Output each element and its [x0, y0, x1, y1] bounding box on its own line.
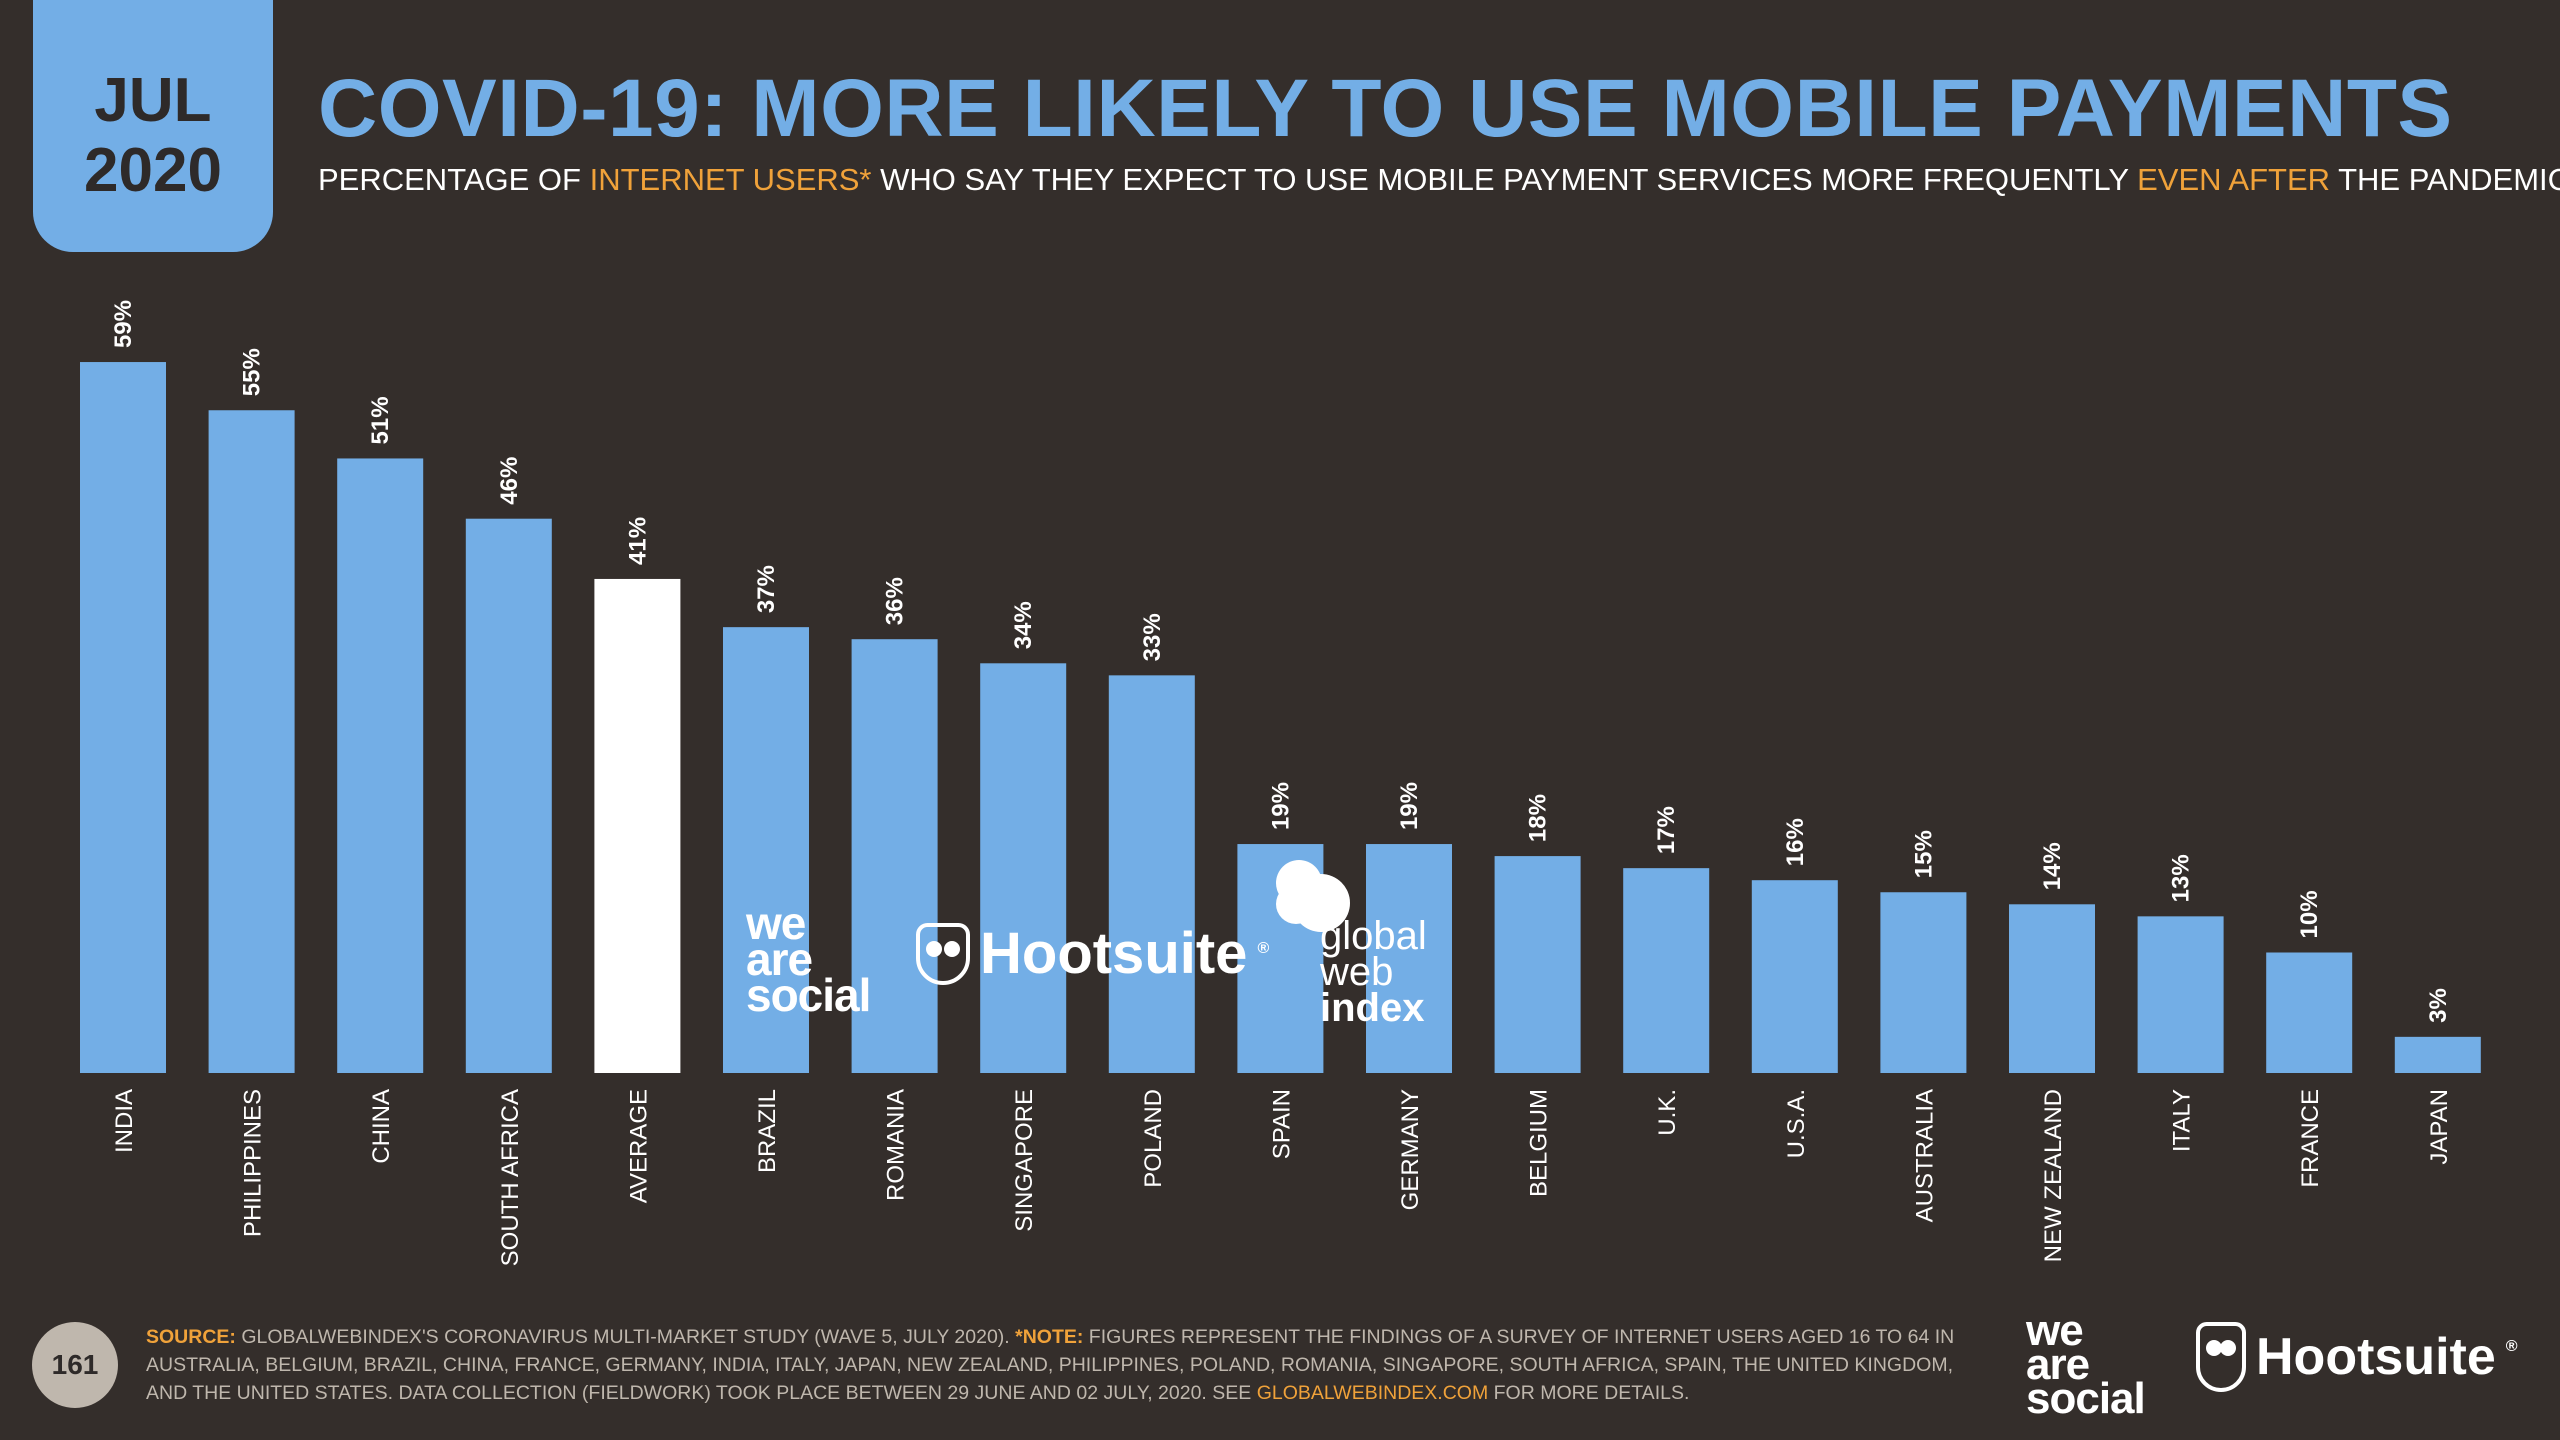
gwi-global: global — [1320, 914, 1427, 958]
registered-mark: ® — [1257, 940, 1270, 957]
value-label: 46% — [496, 457, 523, 505]
value-label: 16% — [1782, 818, 1809, 866]
logo-we: we — [2026, 1306, 2084, 1355]
page-title: COVID-19: MORE LIKELY TO USE MOBILE PAYM… — [318, 63, 2453, 154]
value-label: 37% — [753, 565, 780, 613]
category-label: ITALY — [2169, 1089, 2196, 1152]
value-label: 10% — [2296, 890, 2323, 938]
value-label: 41% — [624, 517, 651, 565]
hootsuite-logo: Hootsuite ® — [2196, 1322, 2518, 1392]
bar-u-k — [1623, 868, 1710, 1073]
gwi-web: web — [1320, 950, 1394, 994]
value-label: 59% — [110, 300, 137, 348]
category-label: GERMANY — [1397, 1089, 1424, 1210]
gwi-watermark: global web index — [1320, 914, 1427, 1030]
category-label: POLAND — [1140, 1089, 1167, 1188]
category-label: INDIA — [111, 1089, 138, 1153]
logo-social: social — [2026, 1374, 2146, 1423]
category-label: AUSTRALIA — [1911, 1089, 1938, 1222]
value-label: 15% — [1910, 830, 1937, 878]
bar-italy — [2137, 916, 2224, 1073]
owl-icon — [916, 922, 970, 985]
category-label: JAPAN — [2426, 1089, 2453, 1165]
value-label: 36% — [882, 577, 909, 625]
source-text: GLOBALWEBINDEX'S CORONAVIRUS MULTI-MARKE… — [235, 1326, 1016, 1348]
bar-u-s-a — [1751, 880, 1838, 1073]
date-badge: JUL 2020 — [33, 0, 273, 252]
category-label: SOUTH AFRICA — [497, 1089, 524, 1266]
bar-south-africa — [465, 518, 552, 1073]
value-label: 19% — [1267, 782, 1294, 830]
registered-logo-mark: ® — [2505, 1338, 2518, 1355]
footer-source: SOURCE: GLOBALWEBINDEX'S CORONAVIRUS MUL… — [146, 1323, 1976, 1407]
bar-china — [337, 458, 424, 1073]
page-subtitle: PERCENTAGE OF INTERNET USERS* WHO SAY TH… — [318, 162, 2560, 198]
subtitle-highlight2: EVEN AFTER — [2137, 162, 2331, 197]
category-label: SINGAPORE — [1011, 1089, 1038, 1232]
bar-australia — [1880, 892, 1967, 1073]
category-label: SPAIN — [1268, 1089, 1295, 1159]
bar-chart: 59% INDIA 55% PHILIPPINES 51% CHINA 46% SOUTH A… — [80, 300, 2481, 1266]
we-are-social-logo: we are social — [2026, 1306, 2146, 1423]
footer-tail: FOR MORE DETAILS. — [1488, 1382, 1690, 1404]
subtitle-highlight1: INTERNET USERS* — [589, 162, 872, 197]
date-month: JUL — [94, 66, 212, 135]
bar-france — [2266, 952, 2353, 1073]
category-label: NEW ZEALAND — [2040, 1089, 2067, 1262]
hootsuite-logo-text: Hootsuite — [2256, 1328, 2496, 1386]
we-are-social-watermark: we are social — [746, 897, 871, 1021]
category-label: FRANCE — [2297, 1089, 2324, 1188]
subtitle-part3: THE PANDEMIC ENDS — [2338, 162, 2560, 197]
bar-japan — [2394, 1036, 2481, 1073]
bar-singapore — [980, 663, 1067, 1073]
bar-philippines — [208, 410, 295, 1073]
value-label: 55% — [239, 348, 266, 396]
subtitle-part2: WHO SAY THEY EXPECT TO USE MOBILE PAYMEN… — [871, 162, 2138, 197]
category-label: AVERAGE — [625, 1089, 652, 1203]
category-label: U.S.A. — [1783, 1089, 1810, 1158]
value-label: 19% — [1396, 782, 1423, 830]
source-label: SOURCE: — [146, 1326, 236, 1348]
date-year: 2020 — [84, 136, 222, 205]
value-label: 18% — [1525, 794, 1552, 842]
was-are: are — [746, 933, 813, 985]
bar-average — [594, 578, 681, 1073]
owl-logo-icon — [2196, 1322, 2246, 1392]
category-label: BRAZIL — [754, 1089, 781, 1173]
value-label: 13% — [2168, 854, 2195, 902]
category-label: ROMANIA — [883, 1089, 910, 1201]
bar-poland — [1108, 675, 1195, 1073]
was-we: we — [746, 897, 806, 949]
value-label: 34% — [1010, 601, 1037, 649]
logo-are: are — [2026, 1340, 2090, 1389]
category-label: PHILIPPINES — [240, 1089, 267, 1237]
page-number: 161 — [32, 1322, 118, 1408]
bar-romania — [851, 639, 938, 1073]
value-label: 3% — [2425, 988, 2452, 1023]
bar-germany — [1366, 844, 1452, 1073]
gwi-cloud-icon — [1276, 860, 1356, 932]
bar-brazil — [723, 627, 809, 1073]
bar-belgium — [1494, 856, 1581, 1073]
note-label: *NOTE: — [1015, 1326, 1084, 1348]
bar-new-zealand — [2009, 904, 2095, 1073]
value-label: 51% — [367, 396, 394, 444]
bar-india — [80, 362, 166, 1073]
category-label: CHINA — [368, 1089, 395, 1164]
gwi-index: index — [1320, 986, 1425, 1030]
note-text: FIGURES REPRESENT THE FINDINGS OF A SURV… — [146, 1326, 1955, 1404]
value-label: 17% — [1653, 806, 1680, 854]
subtitle-part1: PERCENTAGE OF — [318, 162, 590, 197]
category-label: BELGIUM — [1526, 1089, 1553, 1197]
hootsuite-text: Hootsuite — [980, 921, 1248, 986]
value-label: 33% — [1139, 613, 1166, 661]
gwi-link[interactable]: GLOBALWEBINDEX.COM — [1256, 1382, 1489, 1404]
was-social: social — [746, 969, 871, 1021]
hootsuite-watermark: Hootsuite ® — [916, 920, 1269, 987]
value-label: 14% — [2039, 842, 2066, 890]
category-label: U.K. — [1654, 1089, 1681, 1136]
